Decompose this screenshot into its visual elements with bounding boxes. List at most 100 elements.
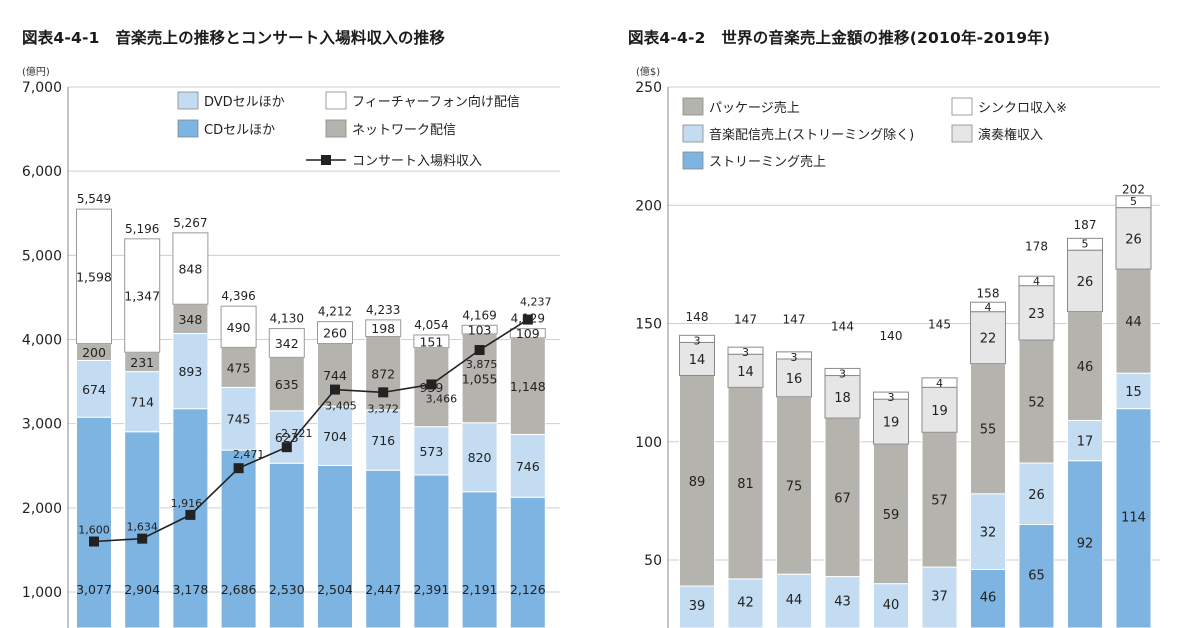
bar-segment xyxy=(1018,275,1055,287)
line-data-label: 3,875 xyxy=(466,358,498,371)
bar-segment xyxy=(413,426,450,476)
data-label: 820 xyxy=(468,450,492,465)
line-data-label: 3,466 xyxy=(426,392,458,405)
bar-segment xyxy=(970,311,1006,365)
legend-swatch xyxy=(682,97,704,116)
data-label: 59 xyxy=(883,508,900,523)
data-label: 22 xyxy=(980,332,997,347)
total-label: 4,130 xyxy=(270,312,304,326)
data-label: 42 xyxy=(737,595,754,610)
bar-segment xyxy=(727,578,764,628)
data-label: 893 xyxy=(178,364,202,379)
data-label: 37 xyxy=(931,590,948,605)
total-label: 178 xyxy=(1025,239,1048,253)
data-label: 848 xyxy=(178,262,202,277)
y-tick-label: 4,000 xyxy=(22,333,62,349)
total-label: 140 xyxy=(880,329,903,343)
bar-segment xyxy=(461,422,498,493)
total-label: 4,169 xyxy=(462,308,496,322)
y-tick-label: 200 xyxy=(635,198,662,214)
total-label: 158 xyxy=(977,287,1000,301)
concert-revenue-line xyxy=(93,318,529,543)
line-marker xyxy=(185,509,196,520)
data-label: 52 xyxy=(1028,396,1045,411)
data-label: 26 xyxy=(1125,232,1142,247)
data-label: 704 xyxy=(323,429,347,444)
bar-segment xyxy=(1115,195,1152,209)
bar-segment xyxy=(727,346,764,355)
bar-segment xyxy=(76,359,112,418)
bar-segment xyxy=(824,417,861,578)
line-data-label: 4,237 xyxy=(520,296,552,309)
legend-line-marker xyxy=(321,155,331,165)
legend-label: ストリーミング売上 xyxy=(709,154,826,170)
legend-swatch xyxy=(177,119,199,138)
legend-swatch xyxy=(177,91,199,110)
total-label: 4,054 xyxy=(414,318,448,332)
bar-segment xyxy=(970,493,1006,570)
y-tick-label: 5,000 xyxy=(22,248,62,264)
bar-segment xyxy=(172,232,209,305)
y-tick-label: 3,000 xyxy=(22,417,62,433)
data-label: 40 xyxy=(883,598,900,613)
bar-segment xyxy=(365,409,402,471)
data-label: 2,126 xyxy=(510,582,546,597)
y-tick-label: 7,000 xyxy=(22,80,62,96)
data-label: 3 xyxy=(839,367,846,380)
data-label: 2,530 xyxy=(269,582,305,597)
bar-segment xyxy=(1067,419,1103,462)
bar-segment xyxy=(970,301,1006,313)
legend-label: DVDセルほか xyxy=(204,95,285,110)
data-label: 32 xyxy=(980,526,997,541)
data-label: 19 xyxy=(931,404,948,419)
legend-label: シンクロ収入※ xyxy=(978,101,1067,116)
legend-label: コンサート入場料収入 xyxy=(352,154,482,169)
bar-segment xyxy=(76,208,112,345)
data-label: 4 xyxy=(1033,275,1040,288)
bar-segment xyxy=(124,238,161,353)
bar-segment xyxy=(776,573,812,628)
domestic-music-sales-chart: (億円) 1,000 2,000 3,000 4,000 5,000 6,000 7,000 3… xyxy=(22,65,560,628)
line-marker xyxy=(378,387,389,398)
data-label: 2,686 xyxy=(221,582,257,597)
data-label: 745 xyxy=(227,412,251,427)
bar-segment xyxy=(970,363,1006,495)
data-label: 44 xyxy=(786,593,803,608)
bar-segment xyxy=(509,337,546,435)
legend-swatch xyxy=(682,151,704,170)
line-data-label: 3,372 xyxy=(367,402,399,415)
bar-segment xyxy=(1018,285,1055,341)
data-label: 348 xyxy=(178,312,202,327)
data-label: 15 xyxy=(1125,385,1142,400)
data-label: 1,347 xyxy=(124,289,160,304)
line-data-label: 2,471 xyxy=(233,448,265,461)
bar-segment xyxy=(124,431,161,628)
total-label: 147 xyxy=(783,313,806,327)
legend-label: フィーチャーフォン向け配信 xyxy=(352,94,520,110)
line-data-label: 1,634 xyxy=(126,521,158,534)
y-tick-label: 50 xyxy=(644,553,662,569)
bar-segment xyxy=(824,375,861,419)
line-data-label: 3,405 xyxy=(325,400,357,413)
data-label: 2,504 xyxy=(317,582,353,597)
total-label: 148 xyxy=(686,310,709,324)
data-label: 746 xyxy=(516,459,540,474)
bar-segment xyxy=(365,319,402,338)
bar-segment xyxy=(679,334,715,343)
y-tick-label: 100 xyxy=(635,435,662,451)
data-label: 3 xyxy=(888,391,895,404)
y-axis-unit: (億$) xyxy=(636,65,660,78)
data-label: 17 xyxy=(1077,435,1094,450)
data-label: 5 xyxy=(1082,237,1089,250)
data-label: 39 xyxy=(689,599,706,614)
legend-label: 音楽配信売上(ストリーミング除く) xyxy=(709,127,914,143)
legend-label: パッケージ売上 xyxy=(709,100,800,116)
data-label: 23 xyxy=(1028,307,1045,322)
data-label: 260 xyxy=(323,326,347,341)
y-tick-label: 1,000 xyxy=(22,585,62,601)
line-data-label: 2,721 xyxy=(281,427,313,440)
bar-segment xyxy=(365,469,402,628)
bar-segment xyxy=(824,576,861,628)
bar-segment xyxy=(365,336,402,411)
data-label: 198 xyxy=(371,321,395,336)
